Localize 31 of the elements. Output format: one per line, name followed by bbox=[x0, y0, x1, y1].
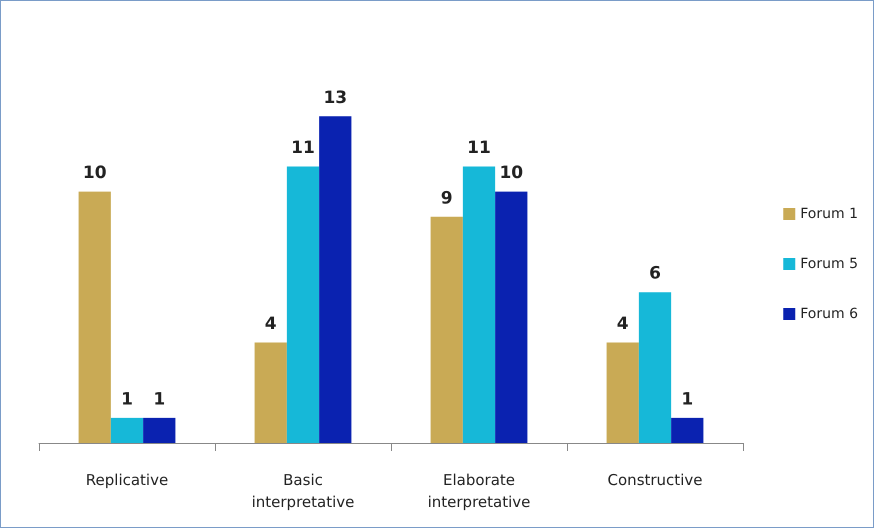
data-label: 4 bbox=[616, 314, 629, 334]
data-label: 10 bbox=[82, 163, 107, 184]
bar bbox=[462, 166, 496, 443]
x-tick-label: Basic interpretative bbox=[252, 471, 354, 511]
bar bbox=[495, 192, 528, 443]
bar bbox=[638, 292, 672, 443]
data-label: 1 bbox=[681, 389, 694, 410]
bar bbox=[143, 418, 176, 443]
bar bbox=[78, 192, 111, 443]
data-label: 4 bbox=[264, 314, 277, 334]
data-label: 10 bbox=[499, 163, 524, 184]
bar bbox=[606, 342, 639, 443]
data-label: 6 bbox=[649, 264, 661, 284]
bar bbox=[286, 166, 320, 443]
bar bbox=[430, 216, 463, 443]
data-label: 1 bbox=[121, 389, 133, 410]
x-tick-label: Elaborate interpretative bbox=[428, 471, 530, 511]
bar bbox=[110, 418, 144, 443]
data-label: 11 bbox=[467, 138, 491, 158]
bar bbox=[319, 116, 352, 443]
bar bbox=[254, 342, 287, 443]
legend-label: Forum 1 bbox=[800, 206, 858, 222]
data-label: 13 bbox=[323, 88, 348, 108]
x-tick-label: Constructive bbox=[608, 471, 702, 489]
legend-label: Forum 5 bbox=[800, 256, 858, 272]
legend-label: Forum 6 bbox=[800, 306, 858, 322]
data-label: 9 bbox=[440, 188, 453, 208]
data-label: 11 bbox=[291, 138, 315, 158]
data-label: 1 bbox=[153, 389, 166, 410]
x-tick-label: Replicative bbox=[86, 471, 168, 489]
bar bbox=[671, 418, 704, 443]
